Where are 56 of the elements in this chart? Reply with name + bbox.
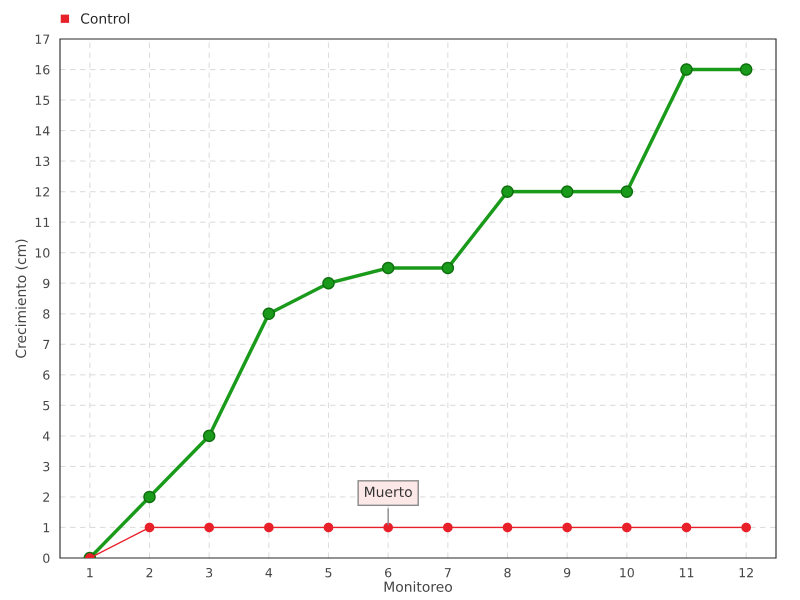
point (680, 63, 693, 76)
y-tick-label: 13 (36, 156, 50, 166)
y-tick-label: 14 (36, 126, 50, 136)
point (622, 522, 632, 532)
point (204, 522, 214, 532)
y-tick-label: 15 (36, 96, 50, 105)
y-tick-label: 6 (43, 370, 50, 380)
y-tick-label: 3 (43, 462, 50, 472)
x-tick-label: 7 (444, 568, 451, 578)
point (382, 262, 394, 274)
y-tick-label: 7 (43, 340, 50, 350)
y-tick-label: 16 (36, 65, 50, 74)
point (682, 522, 692, 532)
point (560, 185, 574, 198)
x-tick-label: 6 (385, 568, 392, 578)
x-tick-label: 9 (564, 568, 570, 578)
point (383, 522, 394, 532)
point (620, 185, 634, 198)
x-tick-label: 3 (206, 568, 212, 578)
y-tick-label: 11 (36, 218, 50, 227)
point (502, 522, 512, 532)
y-tick-label: 8 (43, 309, 50, 319)
y-tick-label: 5 (43, 400, 50, 410)
y-tick-label: 0 (43, 553, 50, 563)
x-tick-label: 10 (620, 568, 634, 578)
point (322, 276, 335, 290)
point (262, 308, 276, 320)
point (442, 262, 454, 274)
y-tick-label: 17 (36, 34, 50, 44)
x-tick-label: 12 (740, 568, 753, 578)
point (741, 522, 752, 532)
y-tick-label: 1 (44, 523, 50, 532)
x-tick-label: 4 (265, 568, 272, 578)
point (264, 522, 274, 532)
y-tick-label: 2 (43, 492, 50, 502)
y-axis-title: Crecimiento (cm) (15, 240, 28, 358)
point (144, 522, 154, 532)
x-tick-label: 11 (680, 568, 694, 578)
point (442, 522, 453, 532)
point (501, 185, 514, 198)
y-tick-label: 12 (36, 187, 50, 196)
point (740, 63, 752, 76)
point (202, 430, 216, 442)
annotation: Muerto (365, 486, 412, 498)
point (324, 522, 334, 532)
x-tick-label: 1 (87, 568, 93, 578)
y-tick-label: 9 (43, 278, 50, 288)
x-tick-label: 8 (504, 568, 511, 578)
x-tick-label: 2 (146, 568, 152, 578)
y-tick-label: 4 (42, 432, 50, 441)
point (143, 490, 156, 504)
legend-label: Control (80, 13, 130, 24)
x-tick-label: 5 (325, 568, 332, 578)
x-axis-title: Monitoreo (384, 581, 452, 592)
y-tick-label: 10 (36, 248, 50, 258)
point (562, 522, 572, 532)
